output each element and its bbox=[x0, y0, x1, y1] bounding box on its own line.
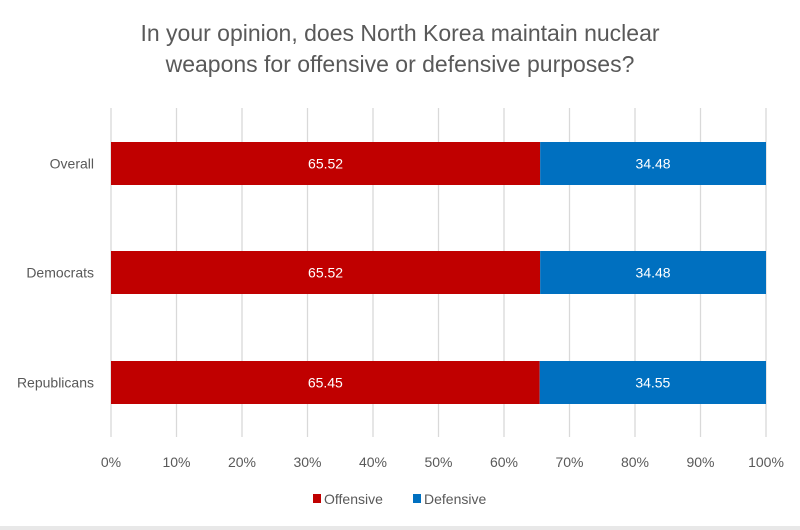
x-tick-label: 10% bbox=[162, 454, 190, 470]
category-label: Democrats bbox=[26, 265, 94, 281]
category-label: Republicans bbox=[17, 375, 94, 391]
bottom-border bbox=[0, 526, 800, 530]
chart-title-line-2: weapons for offensive or defensive purpo… bbox=[165, 51, 635, 77]
data-label: 34.48 bbox=[636, 156, 671, 172]
legend-swatch-offensive bbox=[313, 494, 321, 503]
chart-title-line-1: In your opinion, does North Korea mainta… bbox=[140, 20, 660, 46]
x-tick-label: 0% bbox=[101, 454, 121, 470]
bar-defensive bbox=[540, 251, 766, 294]
x-tick-label: 80% bbox=[621, 454, 649, 470]
x-tick-label: 50% bbox=[424, 454, 452, 470]
data-label: 65.45 bbox=[308, 375, 343, 391]
bar-offensive bbox=[111, 361, 540, 404]
legend-swatch-defensive bbox=[413, 494, 421, 503]
x-tick-label: 20% bbox=[228, 454, 256, 470]
bar-defensive bbox=[540, 142, 766, 185]
data-label: 65.52 bbox=[308, 156, 343, 172]
x-tick-label: 90% bbox=[686, 454, 714, 470]
data-label: 34.55 bbox=[635, 375, 670, 391]
category-label: Overall bbox=[50, 156, 94, 172]
x-tick-label: 60% bbox=[490, 454, 518, 470]
chart-title: In your opinion, does North Korea mainta… bbox=[0, 18, 800, 80]
x-tick-label: 40% bbox=[359, 454, 387, 470]
x-tick-label: 30% bbox=[293, 454, 321, 470]
legend-label: Offensive bbox=[324, 491, 383, 507]
bar-offensive bbox=[111, 251, 541, 294]
bar-defensive bbox=[539, 361, 766, 404]
data-label: 34.48 bbox=[636, 265, 671, 281]
bar-offensive bbox=[111, 142, 541, 185]
legend-label: Defensive bbox=[424, 491, 486, 507]
x-tick-label: 70% bbox=[555, 454, 583, 470]
data-label: 65.52 bbox=[308, 265, 343, 281]
x-tick-label: 100% bbox=[748, 454, 784, 470]
